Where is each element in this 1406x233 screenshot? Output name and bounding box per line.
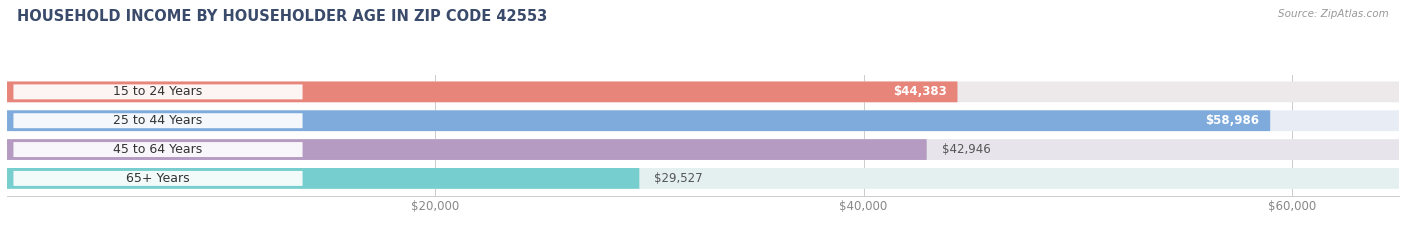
FancyBboxPatch shape bbox=[7, 110, 1270, 131]
FancyBboxPatch shape bbox=[14, 113, 302, 128]
FancyBboxPatch shape bbox=[14, 171, 302, 186]
Text: $44,383: $44,383 bbox=[893, 85, 946, 98]
FancyBboxPatch shape bbox=[7, 82, 1399, 102]
Text: $42,946: $42,946 bbox=[942, 143, 990, 156]
FancyBboxPatch shape bbox=[7, 139, 927, 160]
Text: $29,527: $29,527 bbox=[654, 172, 703, 185]
Text: Source: ZipAtlas.com: Source: ZipAtlas.com bbox=[1278, 9, 1389, 19]
Text: 45 to 64 Years: 45 to 64 Years bbox=[114, 143, 202, 156]
FancyBboxPatch shape bbox=[14, 142, 302, 157]
FancyBboxPatch shape bbox=[14, 84, 302, 99]
Text: 15 to 24 Years: 15 to 24 Years bbox=[114, 85, 202, 98]
FancyBboxPatch shape bbox=[7, 139, 1399, 160]
FancyBboxPatch shape bbox=[7, 110, 1399, 131]
FancyBboxPatch shape bbox=[7, 168, 1399, 189]
Text: 25 to 44 Years: 25 to 44 Years bbox=[114, 114, 202, 127]
FancyBboxPatch shape bbox=[7, 168, 640, 189]
Text: HOUSEHOLD INCOME BY HOUSEHOLDER AGE IN ZIP CODE 42553: HOUSEHOLD INCOME BY HOUSEHOLDER AGE IN Z… bbox=[17, 9, 547, 24]
Text: 65+ Years: 65+ Years bbox=[127, 172, 190, 185]
FancyBboxPatch shape bbox=[7, 82, 957, 102]
Text: $58,986: $58,986 bbox=[1205, 114, 1260, 127]
